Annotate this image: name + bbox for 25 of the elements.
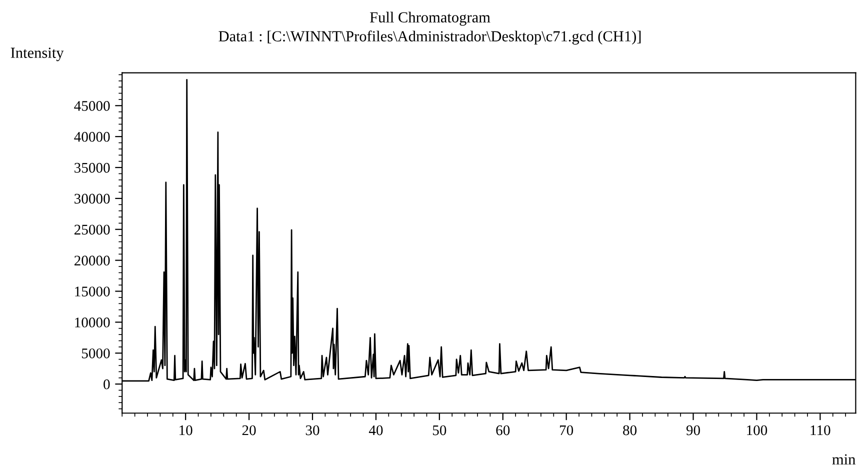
y-tick-label: 5000: [82, 348, 110, 358]
y-tick-label: 45000: [74, 101, 110, 111]
x-tick-label: 110: [810, 425, 830, 436]
x-tick-label: 60: [496, 425, 510, 436]
x-tick-label: 90: [686, 425, 700, 436]
x-tick-label: 50: [432, 425, 446, 436]
x-tick-label: 20: [242, 425, 256, 436]
y-tick-label: 20000: [74, 256, 110, 266]
x-tick-label: 100: [747, 425, 768, 436]
x-tick-label: 10: [180, 425, 192, 436]
y-tick-label: 15000: [75, 286, 110, 296]
x-tick-label: 30: [306, 425, 320, 436]
y-tick-label: 10000: [75, 318, 110, 328]
y-axis-title: Intensity: [10, 48, 64, 62]
chart-subtitle: Data1 : [C:\WINNT\Profiles\Administrador\Desktop\c71.gcd (CH1)]: [218, 30, 641, 45]
y-tick-label: 35000: [74, 162, 110, 173]
x-tick-label: 40: [368, 425, 383, 436]
x-axis-title: min: [832, 454, 856, 464]
y-tick-label: 30000: [74, 194, 110, 204]
x-tick-label: 80: [623, 425, 637, 436]
y-tick-label: 40000: [74, 132, 110, 142]
x-tick-label: 70: [560, 425, 574, 436]
y-tick-label: 0: [104, 379, 110, 390]
chart-title: Full Chromatogram: [370, 12, 490, 26]
y-tick-label: 25000: [74, 224, 110, 235]
